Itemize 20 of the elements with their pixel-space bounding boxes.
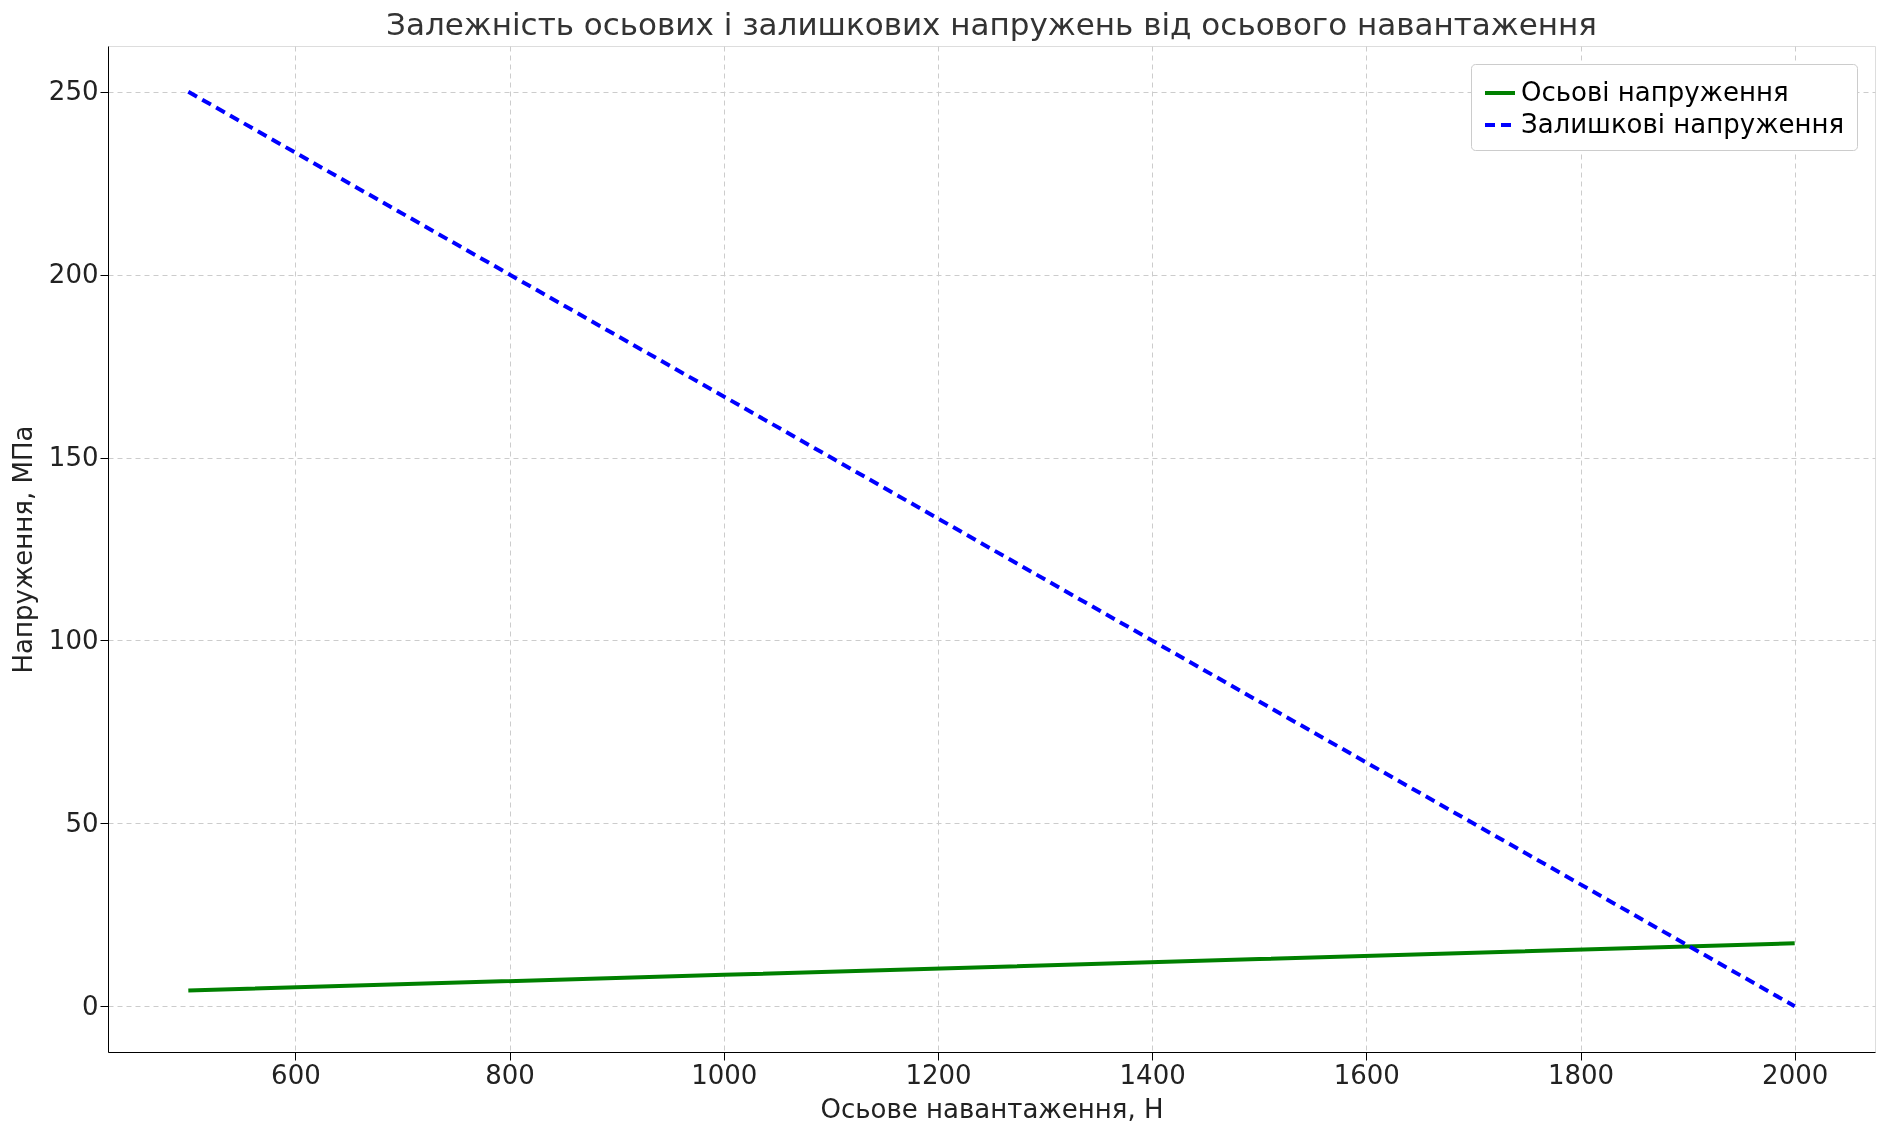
legend-label: Осьові напруження (1521, 77, 1789, 107)
x-tick-label: 1400 (1119, 1059, 1186, 1090)
y-axis-title: Напруження, МПа (7, 425, 38, 674)
y-tick-label: 200 (48, 259, 99, 290)
x-tick-label: 2000 (1762, 1059, 1829, 1090)
x-axis-title: Осьове навантаження, Н (820, 1093, 1164, 1124)
x-tick-label: 1600 (1333, 1059, 1400, 1090)
y-tick-label: 250 (48, 76, 99, 107)
x-tick-label: 1800 (1547, 1059, 1615, 1090)
y-tick-label: 100 (48, 624, 99, 655)
x-tick-label: 800 (485, 1059, 535, 1090)
x-tick-label: 1200 (905, 1059, 972, 1090)
x-tick-label: 600 (271, 1059, 321, 1090)
chart-title: Залежність осьових і залишкових напружень від осьового навантаження (386, 6, 1597, 42)
y-tick-label: 150 (48, 442, 99, 473)
legend-label: Залишкові напруження (1521, 109, 1845, 139)
line-series (186, 941, 1797, 993)
y-tick-label: 0 (81, 990, 99, 1021)
y-tick-label: 50 (65, 807, 99, 838)
x-tick-label: 1000 (691, 1059, 758, 1090)
